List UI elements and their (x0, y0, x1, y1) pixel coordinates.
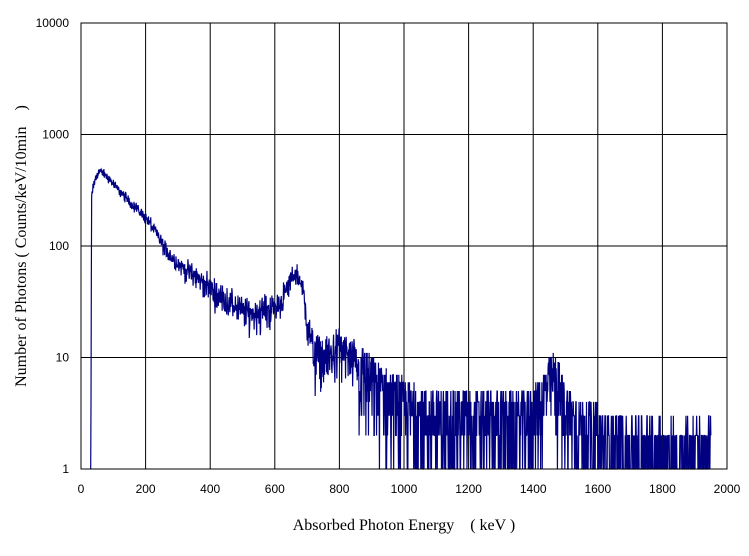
y-tick-labels: 1 10 100 1000 10000 (36, 16, 70, 476)
x-tick-label: 1000 (391, 482, 418, 496)
y-axis-title: Number of Photons ( Counts/keV/10min ) (13, 105, 30, 387)
x-tick-label: 1600 (584, 482, 611, 496)
y-tick-label: 1000 (42, 128, 69, 142)
y-tick-label: 10 (56, 351, 70, 365)
x-tick-label: 0 (78, 482, 85, 496)
x-tick-label: 200 (136, 482, 156, 496)
x-axis-title: Absorbed Photon Energy ( keV ) (293, 517, 516, 534)
y-tick-label: 10000 (36, 16, 70, 30)
spectrum-line (90, 167, 712, 470)
x-tick-label: 600 (265, 482, 285, 496)
x-tick-label: 1400 (520, 482, 547, 496)
x-tick-label: 1200 (455, 482, 482, 496)
x-tick-label: 800 (329, 482, 349, 496)
x-tick-label: 2000 (714, 482, 741, 496)
x-tick-label: 400 (200, 482, 220, 496)
x-tick-labels: 0 200 400 600 800 1000 1200 1400 1600 1800 2000 (78, 482, 741, 496)
y-tick-label: 1 (62, 462, 69, 476)
plot-frame (80, 22, 728, 470)
y-tick-label: 100 (49, 239, 69, 253)
x-tick-label: 1800 (649, 482, 676, 496)
